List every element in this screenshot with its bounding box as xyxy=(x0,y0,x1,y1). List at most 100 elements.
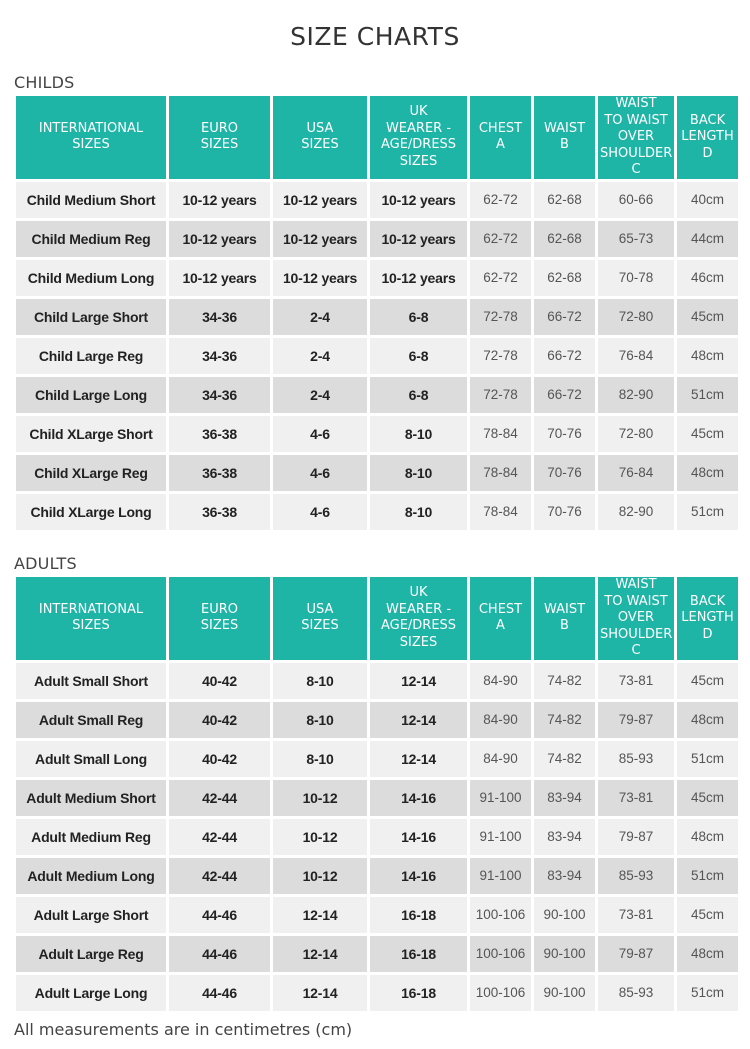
cell-uk-size: 14-16 xyxy=(370,818,467,855)
header-line: WEARER - xyxy=(385,601,452,617)
cell-waist: 62-68 xyxy=(534,259,595,296)
cell-uk-size: 10-12 years xyxy=(370,220,467,257)
cell-uk-size: 14-16 xyxy=(370,857,467,894)
cell-waist-to-waist: 85-93 xyxy=(598,740,674,777)
cell-back-length: 45cm xyxy=(677,415,738,452)
adults-header-row: INTERNATIONAL SIZES EURO SIZES USA SIZES UK WEA… xyxy=(16,577,738,660)
cell-international-size: Adult Small Long xyxy=(16,740,166,777)
header-line: CHEST xyxy=(478,120,523,136)
childs-size-table: INTERNATIONAL SIZES EURO SIZES USA SIZES UK WEA… xyxy=(13,93,741,533)
header-line: WAIST xyxy=(543,601,586,617)
header-line: SHOULDER xyxy=(600,626,673,642)
header-line: A xyxy=(496,137,505,153)
cell-back-length: 45cm xyxy=(677,896,738,933)
cell-uk-size: 10-12 years xyxy=(370,259,467,296)
header-chest: CHEST A xyxy=(470,577,531,660)
cell-back-length: 48cm xyxy=(677,935,738,972)
cell-uk-size: 10-12 years xyxy=(370,181,467,218)
cell-waist-to-waist: 65-73 xyxy=(598,220,674,257)
cell-usa-size: 10-12 xyxy=(273,818,367,855)
cell-euro-size: 44-46 xyxy=(169,896,270,933)
header-line: SIZES xyxy=(72,137,110,153)
childs-section-title: CHILDS xyxy=(14,73,75,92)
cell-waist: 62-68 xyxy=(534,220,595,257)
cell-waist: 83-94 xyxy=(534,818,595,855)
cell-waist: 74-82 xyxy=(534,662,595,699)
header-international-size: INTERNATIONAL SIZES xyxy=(16,96,166,179)
cell-euro-size: 36-38 xyxy=(169,415,270,452)
cell-waist-to-waist: 73-81 xyxy=(598,662,674,699)
cell-usa-size: 8-10 xyxy=(273,740,367,777)
table-row: Child XLarge Reg 36-38 4-6 8-10 78-84 70-76 76… xyxy=(16,454,738,491)
cell-international-size: Child XLarge Short xyxy=(16,415,166,452)
cell-euro-size: 36-38 xyxy=(169,493,270,530)
header-line: C xyxy=(631,162,641,177)
cell-back-length: 45cm xyxy=(677,298,738,335)
table-row: Child Large Reg 34-36 2-4 6-8 72-78 66-72 76-8… xyxy=(16,337,738,374)
cell-back-length: 51cm xyxy=(677,493,738,530)
header-euro-size: EURO SIZES xyxy=(169,96,270,179)
header-line: CHEST xyxy=(478,601,523,617)
header-euro-size: EURO SIZES xyxy=(169,577,270,660)
cell-international-size: Child Medium Long xyxy=(16,259,166,296)
cell-waist-to-waist: 82-90 xyxy=(598,493,674,530)
cell-usa-size: 4-6 xyxy=(273,454,367,491)
header-line: TO WAIST xyxy=(604,112,668,128)
cell-euro-size: 36-38 xyxy=(169,454,270,491)
childs-header-row: INTERNATIONAL SIZES EURO SIZES USA SIZES UK WEA… xyxy=(16,96,738,179)
cell-chest: 100-106 xyxy=(470,896,531,933)
cell-waist: 74-82 xyxy=(534,740,595,777)
cell-waist: 90-100 xyxy=(534,896,595,933)
cell-waist-to-waist: 79-87 xyxy=(598,935,674,972)
cell-uk-size: 8-10 xyxy=(370,454,467,491)
cell-waist-to-waist: 79-87 xyxy=(598,818,674,855)
cell-usa-size: 2-4 xyxy=(273,376,367,413)
cell-international-size: Adult Large Short xyxy=(16,896,166,933)
cell-uk-size: 16-18 xyxy=(370,935,467,972)
header-line: SIZES xyxy=(399,634,438,650)
cell-chest: 100-106 xyxy=(470,974,531,1011)
cell-chest: 72-78 xyxy=(470,337,531,374)
table-row: Child XLarge Short 36-38 4-6 8-10 78-84 70-76… xyxy=(16,415,738,452)
cell-euro-size: 42-44 xyxy=(169,818,270,855)
table-row: Child Medium Reg 10-12 years 10-12 years 10… xyxy=(16,220,738,257)
cell-euro-size: 44-46 xyxy=(169,974,270,1011)
cell-uk-size: 8-10 xyxy=(370,493,467,530)
header-back-length: BACK LENGTH D xyxy=(677,96,738,179)
header-line: A xyxy=(496,618,505,634)
header-line: INTERNATIONAL xyxy=(38,120,144,136)
table-row: Adult Small Reg 40-42 8-10 12-14 84-90 74-82 7… xyxy=(16,701,738,738)
header-line: B xyxy=(560,137,569,153)
header-waist: WAIST B xyxy=(534,577,595,660)
header-chest: CHEST A xyxy=(470,96,531,179)
table-row: Child Large Long 34-36 2-4 6-8 72-78 66-72 82-… xyxy=(16,376,738,413)
page-title: SIZE CHARTS xyxy=(290,22,460,51)
cell-international-size: Child Large Reg xyxy=(16,337,166,374)
cell-usa-size: 2-4 xyxy=(273,337,367,374)
cell-usa-size: 10-12 xyxy=(273,779,367,816)
cell-waist-to-waist: 72-80 xyxy=(598,415,674,452)
cell-chest: 78-84 xyxy=(470,493,531,530)
adults-section-title: ADULTS xyxy=(14,554,77,573)
header-line: SIZES xyxy=(301,137,339,153)
cell-waist-to-waist: 73-81 xyxy=(598,779,674,816)
cell-waist-to-waist: 76-84 xyxy=(598,337,674,374)
cell-international-size: Adult Medium Short xyxy=(16,779,166,816)
cell-waist-to-waist: 73-81 xyxy=(598,896,674,933)
cell-waist: 90-100 xyxy=(534,974,595,1011)
cell-chest: 91-100 xyxy=(470,818,531,855)
header-line: SHOULDER xyxy=(600,145,673,161)
cell-waist-to-waist: 82-90 xyxy=(598,376,674,413)
cell-euro-size: 40-42 xyxy=(169,740,270,777)
table-row: Child Large Short 34-36 2-4 6-8 72-78 66-72 72… xyxy=(16,298,738,335)
header-line: SIZES xyxy=(72,618,110,634)
cell-waist-to-waist: 79-87 xyxy=(598,701,674,738)
header-usa-size: USA SIZES xyxy=(273,96,367,179)
cell-uk-size: 12-14 xyxy=(370,740,467,777)
header-line: WAIST xyxy=(615,96,657,111)
header-line: D xyxy=(702,626,713,642)
cell-uk-size: 6-8 xyxy=(370,298,467,335)
cell-chest: 78-84 xyxy=(470,454,531,491)
header-line: USA xyxy=(306,601,334,617)
cell-euro-size: 34-36 xyxy=(169,337,270,374)
